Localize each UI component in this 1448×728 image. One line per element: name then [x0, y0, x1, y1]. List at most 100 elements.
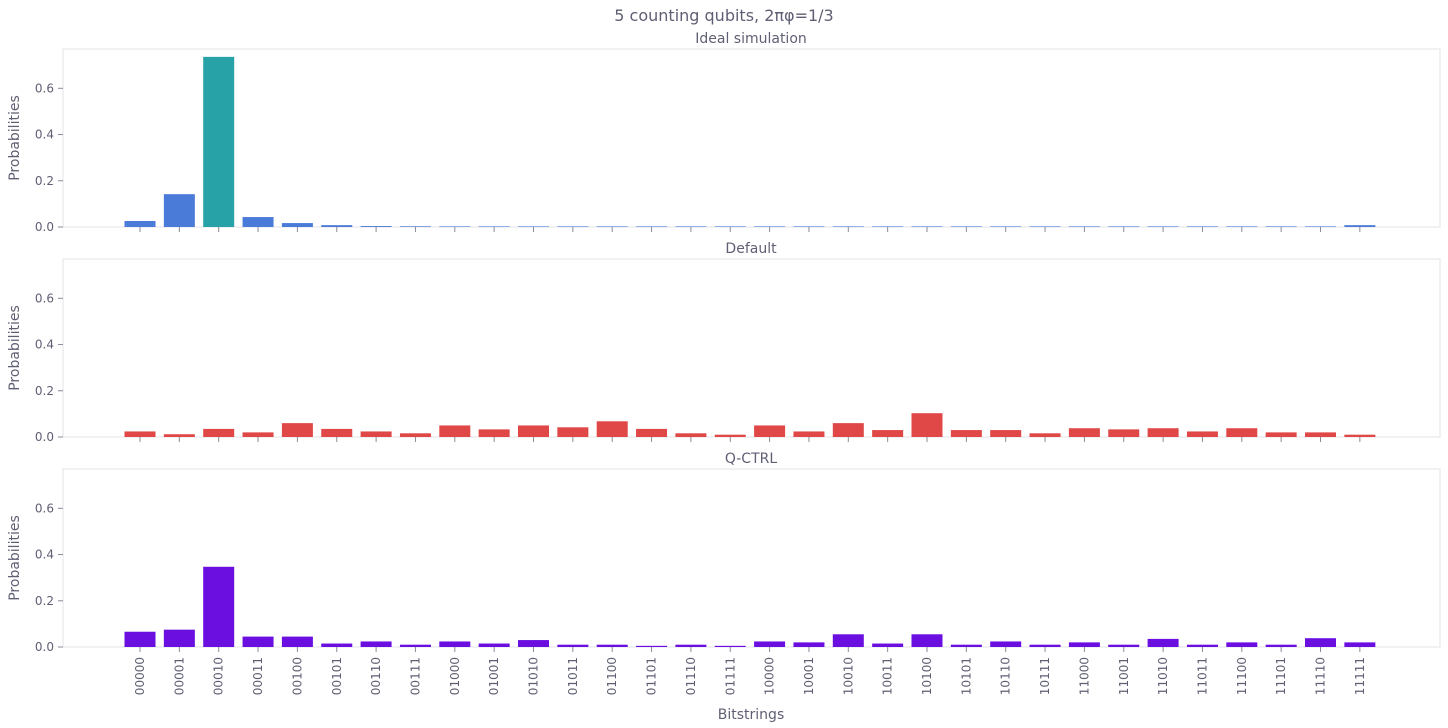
bar-11101	[1265, 644, 1297, 647]
y-tick-label: 0.2	[35, 174, 54, 188]
bar-11011	[1186, 226, 1218, 227]
bar-10101	[950, 226, 982, 227]
x-tick-label: 11011	[1195, 657, 1209, 695]
bar-10111	[1029, 433, 1061, 437]
bar-01111	[714, 434, 746, 437]
x-tick-label: 10011	[881, 657, 895, 695]
y-tick-label: 0.2	[35, 384, 54, 398]
x-tick-label: 00001	[172, 657, 186, 695]
bar-00111	[399, 433, 431, 437]
x-tick-label: 01101	[645, 657, 659, 695]
bar-01100	[596, 644, 628, 647]
panel-title: Q-CTRL	[725, 451, 778, 467]
y-tick-label: 0.6	[35, 81, 54, 95]
bar-01010	[518, 226, 549, 227]
x-tick-label: 10111	[1038, 657, 1052, 695]
bar-10000	[754, 226, 786, 227]
x-axis-label: Bitstrings	[718, 707, 784, 723]
bar-01000	[439, 226, 471, 227]
axes-frame	[62, 468, 1441, 648]
y-tick-label: 0.4	[35, 548, 54, 562]
bar-11011	[1186, 644, 1218, 647]
x-tick-label: 00100	[290, 657, 304, 695]
bar-10101	[950, 430, 982, 437]
bar-00011	[242, 217, 274, 227]
x-tick-label: 10100	[920, 657, 934, 695]
x-tick-label: 11010	[1156, 657, 1170, 695]
panel-1: Ideal simulation 0.0 0.2 0.4 0.6 Probabilitie…	[7, 31, 1441, 234]
bar-10010	[832, 226, 864, 227]
x-tick-label: 10000	[763, 657, 777, 695]
bar-01010	[518, 425, 549, 437]
bar-11010	[1147, 428, 1179, 437]
bar-00100	[281, 223, 313, 227]
bar-00111	[399, 226, 431, 227]
y-axis-label: Probabilities	[7, 515, 23, 601]
y-tick-label: 0.0	[35, 220, 54, 234]
bar-01000	[439, 641, 471, 647]
bar-10100	[911, 226, 943, 227]
bar-10110	[990, 430, 1022, 437]
bar-01011	[557, 226, 589, 227]
x-tick-label: 01100	[605, 657, 619, 695]
bar-11110	[1305, 226, 1336, 227]
bar-00001	[163, 434, 195, 437]
bar-00000	[124, 431, 156, 437]
y-axis-label: Probabilities	[7, 305, 23, 391]
bar-10001	[793, 226, 825, 227]
bar-11110	[1305, 432, 1336, 437]
bar-00010	[203, 566, 235, 647]
bar-01011	[557, 427, 589, 437]
y-tick-label: 0.4	[35, 338, 54, 352]
bar-01101	[636, 226, 668, 227]
bar-10110	[990, 641, 1022, 647]
x-tick-label: 00111	[408, 657, 422, 695]
bar-01111	[714, 645, 746, 647]
bar-00011	[242, 432, 274, 437]
y-tick-label: 0.0	[35, 640, 54, 654]
x-tick-label: 00010	[212, 657, 226, 695]
bar-10011	[872, 226, 904, 227]
bar-00110	[360, 226, 392, 227]
panel-title: Ideal simulation	[695, 31, 807, 47]
bar-11101	[1265, 432, 1297, 437]
bar-11111	[1344, 225, 1376, 227]
bar-11010	[1147, 638, 1179, 647]
x-tick-label: 01011	[566, 657, 580, 695]
bar-10101	[950, 644, 982, 647]
x-tick-label: 01001	[487, 657, 501, 695]
bar-01100	[596, 226, 628, 227]
bar-10100	[911, 634, 943, 647]
bar-01100	[596, 421, 628, 437]
bar-00000	[124, 631, 156, 647]
bar-10010	[832, 634, 864, 647]
bar-00101	[321, 643, 353, 647]
x-tick-label: 11000	[1077, 657, 1091, 695]
bar-11001	[1108, 226, 1140, 227]
bar-00001	[163, 194, 195, 227]
bar-11001	[1108, 429, 1140, 437]
bar-01010	[518, 640, 549, 647]
panel-3: Q-CTRL 0.0 0.2 0.4 0.6 Probabilities 00000 0000…	[7, 451, 1441, 695]
x-tick-label: 11100	[1235, 657, 1249, 695]
x-tick-label: 01111	[723, 657, 737, 695]
bar-01001	[478, 226, 510, 227]
bar-11111	[1344, 434, 1376, 437]
bar-11100	[1226, 226, 1258, 227]
bar-01011	[557, 644, 589, 647]
panel-2: Default 0.0 0.2 0.4 0.6 Probabilities	[7, 241, 1441, 444]
bar-10010	[832, 423, 864, 437]
bar-00110	[360, 641, 392, 647]
bar-01001	[478, 429, 510, 437]
bar-01101	[636, 428, 668, 437]
x-tick-label: 00101	[330, 657, 344, 695]
y-tick-label: 0.0	[35, 430, 54, 444]
bar-00011	[242, 636, 274, 647]
bar-11011	[1186, 431, 1218, 437]
subplot-panels: Ideal simulation 0.0 0.2 0.4 0.6 Probabilitie…	[7, 31, 1441, 695]
bar-00111	[399, 644, 431, 647]
x-tick-label: 11001	[1117, 657, 1131, 695]
axes-frame	[62, 258, 1441, 438]
x-tick-label: 11110	[1314, 657, 1328, 695]
